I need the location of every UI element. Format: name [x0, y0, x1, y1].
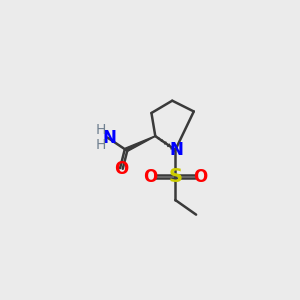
Text: O: O: [193, 168, 207, 186]
Text: H: H: [95, 123, 106, 137]
Polygon shape: [125, 136, 155, 152]
Text: S: S: [168, 167, 182, 186]
Text: H: H: [95, 138, 106, 152]
Text: N: N: [102, 129, 116, 147]
Text: N: N: [170, 141, 184, 159]
Text: O: O: [114, 160, 128, 178]
Text: O: O: [143, 168, 158, 186]
